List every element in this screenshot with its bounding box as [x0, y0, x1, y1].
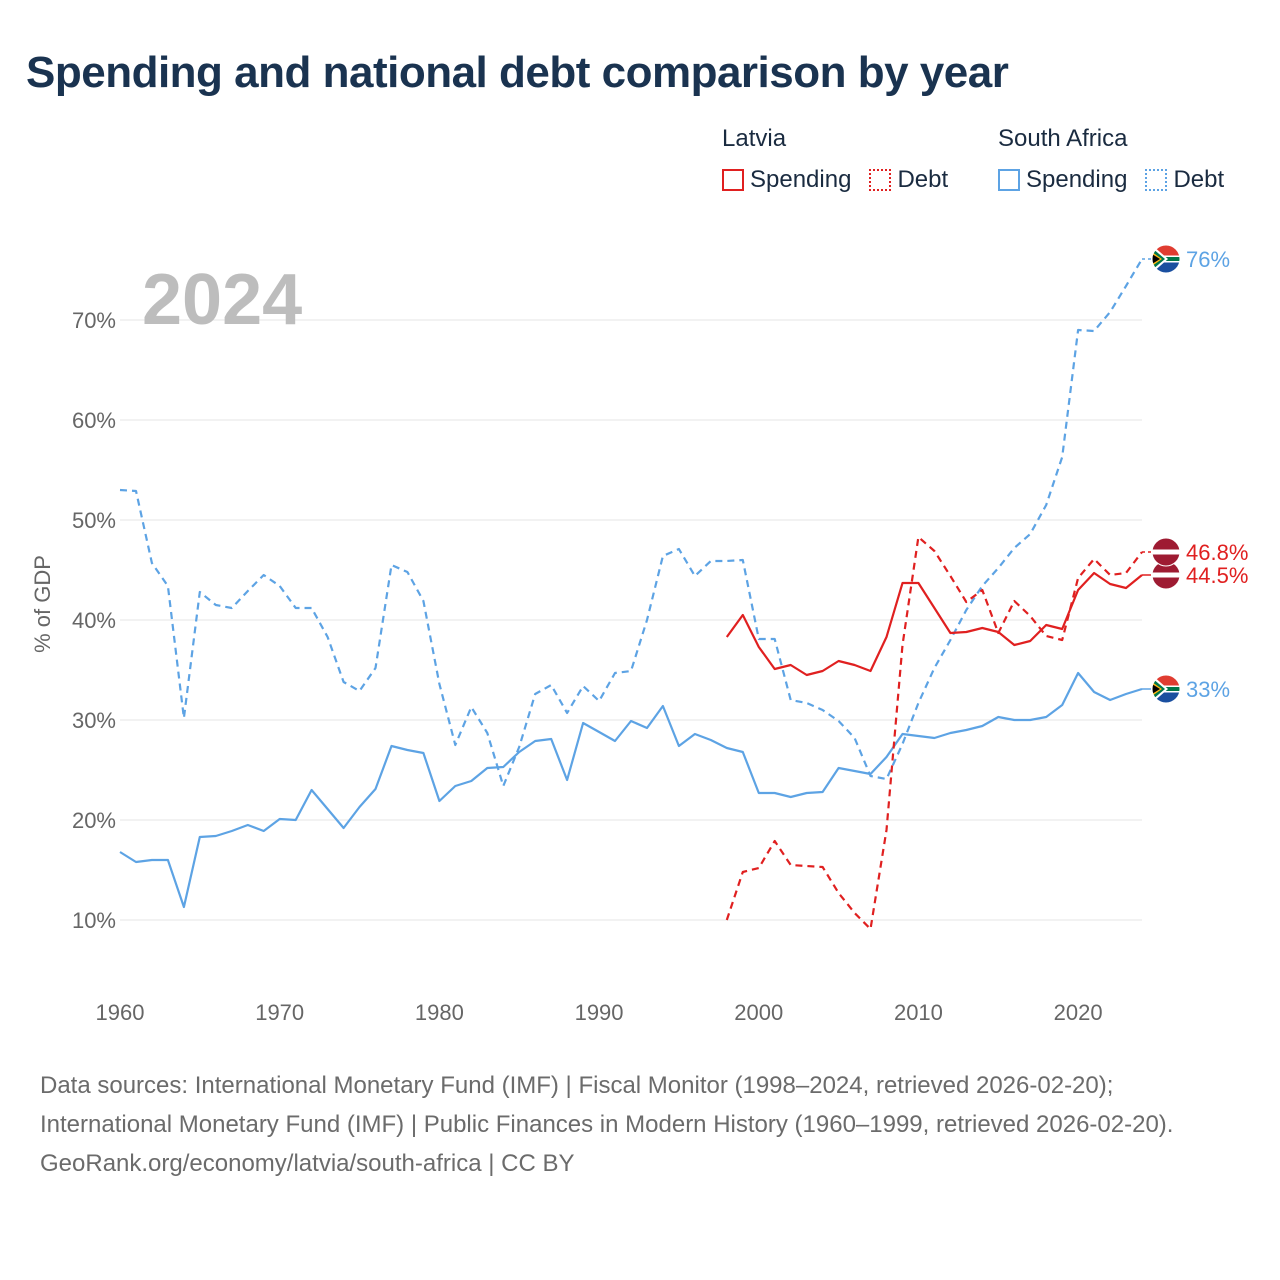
y-tick-label: 30%: [72, 708, 116, 733]
gridlines: [120, 319, 1142, 921]
legend-label: Debt: [1173, 166, 1225, 193]
legend-label: Debt: [897, 166, 949, 193]
legend-label: Spending: [750, 166, 852, 193]
south-africa-flag-icon: [1152, 675, 1180, 703]
x-tick-label: 1980: [415, 1000, 464, 1025]
end-value-label: 76%: [1186, 247, 1230, 272]
line-chart: 2024 % of GDP 10%20%30%40%50%60%70%1960 1…: [30, 244, 1248, 1025]
y-tick-label: 50%: [72, 508, 116, 533]
end-marker-latvia-debt: 46.8%: [1142, 537, 1248, 567]
axis-ticks: 10% 20% 30% 40% 50% 60% 70% 1960 1970 1980 1990 200…: [72, 308, 1103, 1025]
legend-south-africa: South Africa Spending Debt: [998, 124, 1242, 194]
legend-swatch-south-africa-spending: [998, 169, 1020, 191]
legend-south-africa-spending[interactable]: Spending: [998, 166, 1127, 194]
flag-outline: [1151, 537, 1181, 567]
credit-link[interactable]: GeoRank.org/economy/latvia/south-africa …: [40, 1150, 575, 1177]
end-value-label: 33%: [1186, 677, 1230, 702]
flag-outline: [1151, 674, 1181, 704]
footer: Data sources: International Monetary Fun…: [40, 1066, 1240, 1183]
south-africa-flag-icon: [1152, 245, 1180, 273]
x-tick-label: 2000: [734, 1000, 783, 1025]
legend-country-latvia: Latvia: [722, 125, 787, 152]
end-markers: 33% 76% 44.5%46.8%: [1142, 244, 1248, 704]
y-axis-label: % of GDP: [30, 555, 55, 653]
legend-latvia-spending[interactable]: Spending: [722, 166, 851, 194]
end-value-label: 46.8%: [1186, 540, 1248, 565]
latvia-flag-icon: [1152, 538, 1180, 566]
x-tick-label: 1960: [96, 1000, 145, 1025]
data-sources: Data sources: International Monetary Fun…: [40, 1072, 1174, 1138]
legend-swatch-latvia-spending: [722, 169, 744, 191]
legend-latvia: Latvia Spending Debt: [722, 124, 966, 194]
end-marker-south-africa-spending: 33%: [1142, 674, 1230, 704]
legend-country-south-africa: South Africa: [998, 125, 1128, 152]
y-tick-label: 60%: [72, 408, 116, 433]
legend-latvia-debt[interactable]: Debt: [869, 166, 948, 194]
legend-south-africa-debt[interactable]: Debt: [1145, 166, 1224, 194]
x-tick-label: 1990: [575, 1000, 624, 1025]
x-tick-label: 1970: [255, 1000, 304, 1025]
y-tick-label: 20%: [72, 808, 116, 833]
chart-title: Spending and national debt comparison by…: [26, 48, 1009, 97]
series-lines: [119, 258, 1143, 931]
x-tick-label: 2010: [894, 1000, 943, 1025]
series-latvia-debt[interactable]: [725, 535, 1143, 931]
legend-label: Spending: [1026, 166, 1128, 193]
year-watermark: 2024: [142, 260, 302, 340]
x-tick-label: 2020: [1054, 1000, 1103, 1025]
y-tick-label: 70%: [72, 308, 116, 333]
y-tick-label: 10%: [72, 908, 116, 933]
series-south-africa-spending[interactable]: [119, 671, 1143, 909]
series-south-africa-debt[interactable]: [119, 258, 1143, 788]
y-tick-label: 40%: [72, 608, 116, 633]
legend-swatch-latvia-debt: [869, 169, 892, 191]
end-marker-latvia-spending: 44.5%: [1142, 560, 1248, 590]
end-value-label: 44.5%: [1186, 563, 1248, 588]
flag-outline: [1151, 244, 1181, 274]
end-marker-south-africa-debt: 76%: [1142, 244, 1230, 274]
series-latvia-spending[interactable]: [725, 571, 1143, 677]
legend-swatch-south-africa-debt: [1145, 169, 1168, 191]
